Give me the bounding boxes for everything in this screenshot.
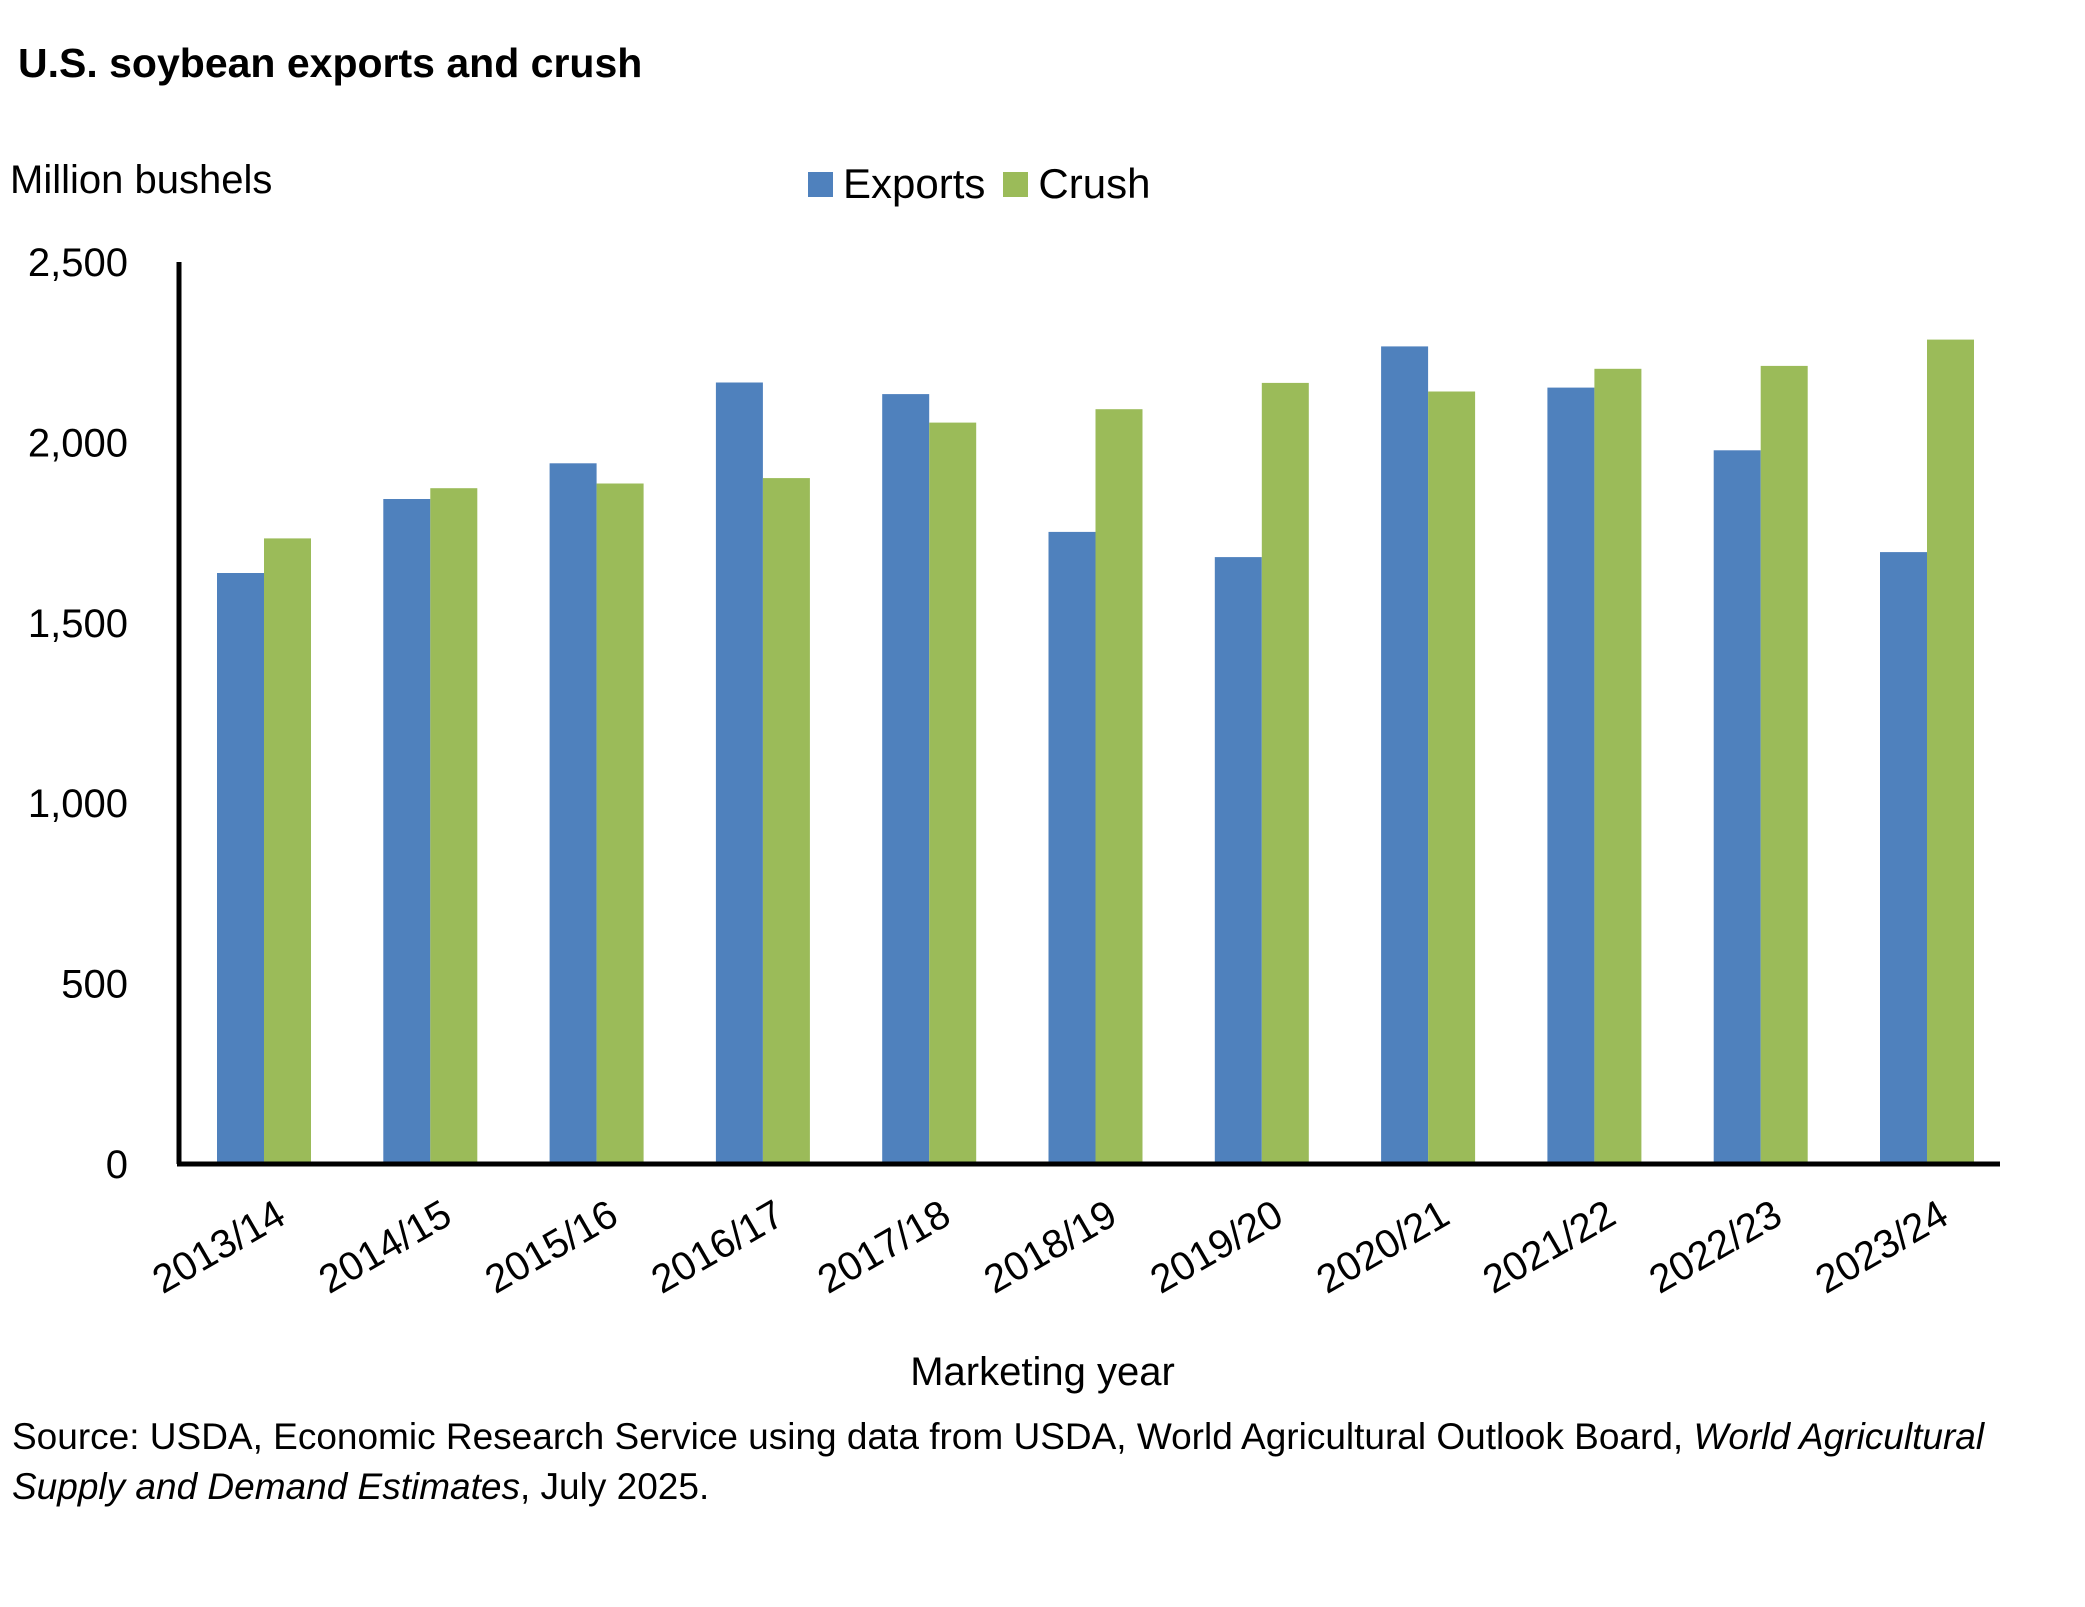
- legend-label-exports: Exports: [843, 160, 986, 207]
- legend: Exports Crush: [808, 160, 1168, 208]
- legend-swatch-exports: [808, 171, 833, 197]
- bar-exports-2013-14: [217, 573, 264, 1164]
- x-tick-label: 2016/17: [644, 1192, 791, 1302]
- bar-crush-2020-21: [1428, 391, 1476, 1164]
- y-tick-label: 2,500: [28, 241, 128, 285]
- bar-exports-2017-18: [882, 394, 930, 1165]
- source-suffix: , July 2025.: [520, 1466, 710, 1507]
- x-tick-label: 2015/16: [478, 1192, 625, 1302]
- bar-exports-2020-21: [1381, 346, 1429, 1164]
- bar-exports-2015-16: [549, 463, 597, 1164]
- source-note: Source: USDA, Economic Research Service …: [12, 1412, 2072, 1512]
- legend-label-crush: Crush: [1038, 160, 1151, 207]
- y-tick-label: 2,000: [28, 421, 128, 465]
- y-tick-label: 1,500: [28, 602, 128, 646]
- bar-exports-2023-24: [1880, 552, 1927, 1164]
- x-tick-label: 2022/23: [1642, 1192, 1789, 1302]
- source-prefix: Source: USDA, Economic Research Service …: [12, 1416, 1694, 1457]
- bar-exports-2018-19: [1048, 531, 1096, 1164]
- x-tick-label: 2013/14: [145, 1192, 292, 1302]
- bar-crush-2014-15: [430, 488, 478, 1164]
- bar-crush-2021-22: [1594, 368, 1642, 1164]
- legend-item-exports: Exports: [808, 160, 985, 208]
- bar-exports-2019-20: [1214, 557, 1262, 1164]
- legend-item-crush: Crush: [1003, 160, 1150, 208]
- bar-crush-2019-20: [1261, 382, 1309, 1164]
- bar-crush-2016-17: [762, 478, 810, 1165]
- bar-exports-2016-17: [715, 382, 763, 1164]
- x-tick-label: 2019/20: [1143, 1192, 1290, 1302]
- y-tick-label: 1,000: [28, 782, 128, 826]
- y-tick-label: 500: [61, 963, 128, 1007]
- bar-crush-2022-23: [1760, 365, 1808, 1164]
- bar-crush-2013-14: [264, 538, 311, 1164]
- bar-crush-2023-24: [1927, 339, 1974, 1165]
- x-tick-label: 2021/22: [1476, 1192, 1623, 1302]
- x-tick-label: 2017/18: [810, 1192, 957, 1302]
- bar-crush-2015-16: [596, 483, 644, 1164]
- bar-exports-2021-22: [1547, 387, 1595, 1165]
- y-tick-labels: 0 500 1,000 1,500 2,000 2,500: [28, 241, 128, 1187]
- bar-exports-2022-23: [1713, 450, 1761, 1164]
- x-tick-labels: 2013/14 2014/15 2015/16 2016/17 2017/18 2018/…: [145, 1192, 1955, 1302]
- bar-exports-2014-15: [383, 499, 431, 1164]
- bars: [217, 339, 1974, 1165]
- bar-crush-2017-18: [929, 422, 977, 1165]
- y-axis-label: Million bushels: [10, 158, 273, 202]
- x-tick-label: 2018/19: [977, 1192, 1124, 1302]
- x-axis-label: Marketing year: [910, 1350, 1175, 1394]
- y-tick-label: 0: [106, 1143, 128, 1187]
- x-tick-label: 2014/15: [312, 1192, 459, 1302]
- x-tick-label: 2020/21: [1309, 1192, 1456, 1302]
- x-tick-label: 2023/24: [1808, 1192, 1955, 1302]
- bar-crush-2018-19: [1095, 409, 1143, 1164]
- legend-swatch-crush: [1003, 171, 1029, 197]
- chart-title: U.S. soybean exports and crush: [18, 40, 643, 86]
- source-italic: World Agricultural Supply and Demand Est…: [12, 1416, 1985, 1507]
